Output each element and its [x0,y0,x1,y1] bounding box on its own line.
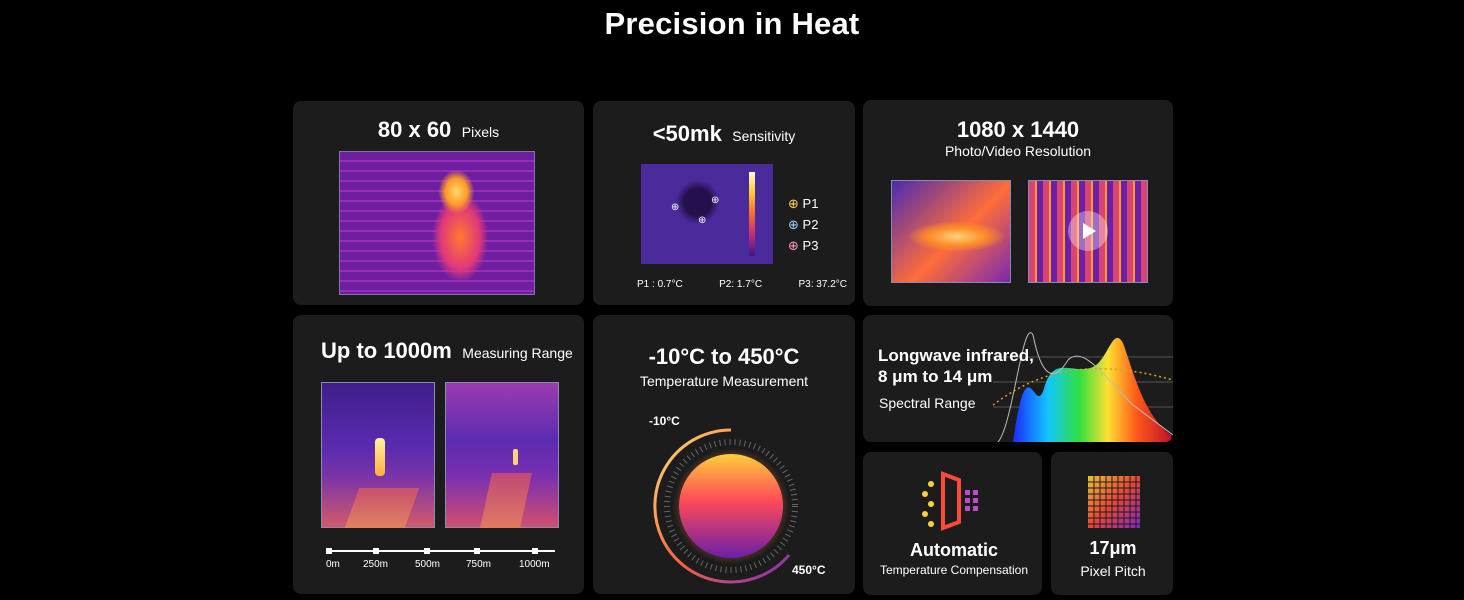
scale-tick-label: 0m [326,559,340,570]
person-figure [375,438,385,476]
crosshair-icon: ⊕ [788,196,799,211]
scale-tick-label: 1000m [519,559,550,570]
color-scale-bar [749,172,755,256]
legend-p3: ⊕ P3 [788,235,818,256]
compensation-label: Temperature Compensation [879,563,1029,577]
sensitivity-card: <50mk Sensitivity ⊕ ⊕ ⊕ ⊕ P1 ⊕ P2 ⊕ P3 P… [593,101,855,305]
temperature-label: Temperature Measurement [639,373,809,389]
pixels-label: Pixels [461,124,500,140]
reading-p3: P3: 37.2°C [798,279,847,290]
play-button[interactable] [1068,211,1108,251]
person-figure [513,449,518,465]
crosshair-icon: ⊕ [788,217,799,232]
spectral-line1: Longwave infrared, [878,346,1034,365]
pixels-card: 80 x 60 Pixels [293,101,584,305]
thermal-image-near-person [321,382,435,528]
resolution-label: Photo/Video Resolution [944,143,1092,159]
play-icon [1083,223,1096,239]
reading-p2: P2: 1.7°C [719,279,763,290]
crosshair-icon: ⊕ [698,215,707,226]
spectral-card: Longwave infrared, 8 μm to 14 μm Spectra… [863,315,1173,442]
legend-label: P2 [802,217,819,232]
resolution-card: 1080 x 1440 Photo/Video Resolution [863,100,1173,306]
legend-p1: ⊕ P1 [788,193,818,214]
legend-label: P1 [802,196,819,211]
temperature-value: -10°C to 450°C [648,344,800,369]
thermal-image-far-person [445,382,559,528]
reading-p1: P1 : 0.7°C [637,279,683,290]
crosshair-icon: ⊕ [671,202,680,213]
temperature-max: 450°C [792,563,826,577]
scale-tick-label: 500m [415,559,441,570]
thermal-video-thumbnail [1028,180,1148,283]
spectral-label: Spectral Range [879,395,976,411]
range-value: Up to 1000m [321,338,452,363]
scale-tick-label: 250m [363,559,389,570]
compensation-title: Automatic [909,540,998,560]
thermal-photo-pipe [891,180,1011,283]
pitch-value: 17μm [1089,538,1137,558]
sensitivity-value: <50mk [652,121,722,146]
spectrum-graph [993,332,1173,442]
thermal-image-person-bench [339,151,535,295]
thermal-image-cup: ⊕ ⊕ ⊕ [641,164,773,264]
temperature-dial [653,428,798,584]
compensation-icon [922,471,978,531]
range-label: Measuring Range [462,345,573,361]
scale-tick-label: 750m [466,559,492,570]
pitch-label: Pixel Pitch [1080,563,1146,579]
temperature-card: -10°C to 450°C Temperature Measurement -… [593,315,855,594]
crosshair-icon: ⊕ [711,195,720,206]
page-title: Precision in Heat [604,6,860,41]
pixel-grid-icon [1088,476,1140,528]
pixel-pitch-card: 17μm Pixel Pitch [1051,452,1173,595]
compensation-card: Automatic Temperature Compensation [863,452,1042,595]
range-scale-bar [326,548,555,554]
legend-p2: ⊕ P2 [788,214,818,235]
crosshair-icon: ⊕ [788,238,799,253]
legend-label: P3 [802,238,819,253]
spectral-line2: 8 μm to 14 μm [878,367,993,386]
resolution-value: 1080 x 1440 [956,117,1080,142]
temperature-min: -10°C [649,414,680,428]
range-card: Up to 1000m Measuring Range 0m 250m 500m… [293,315,584,594]
sensitivity-label: Sensitivity [732,128,796,144]
pixels-value: 80 x 60 [377,117,452,142]
